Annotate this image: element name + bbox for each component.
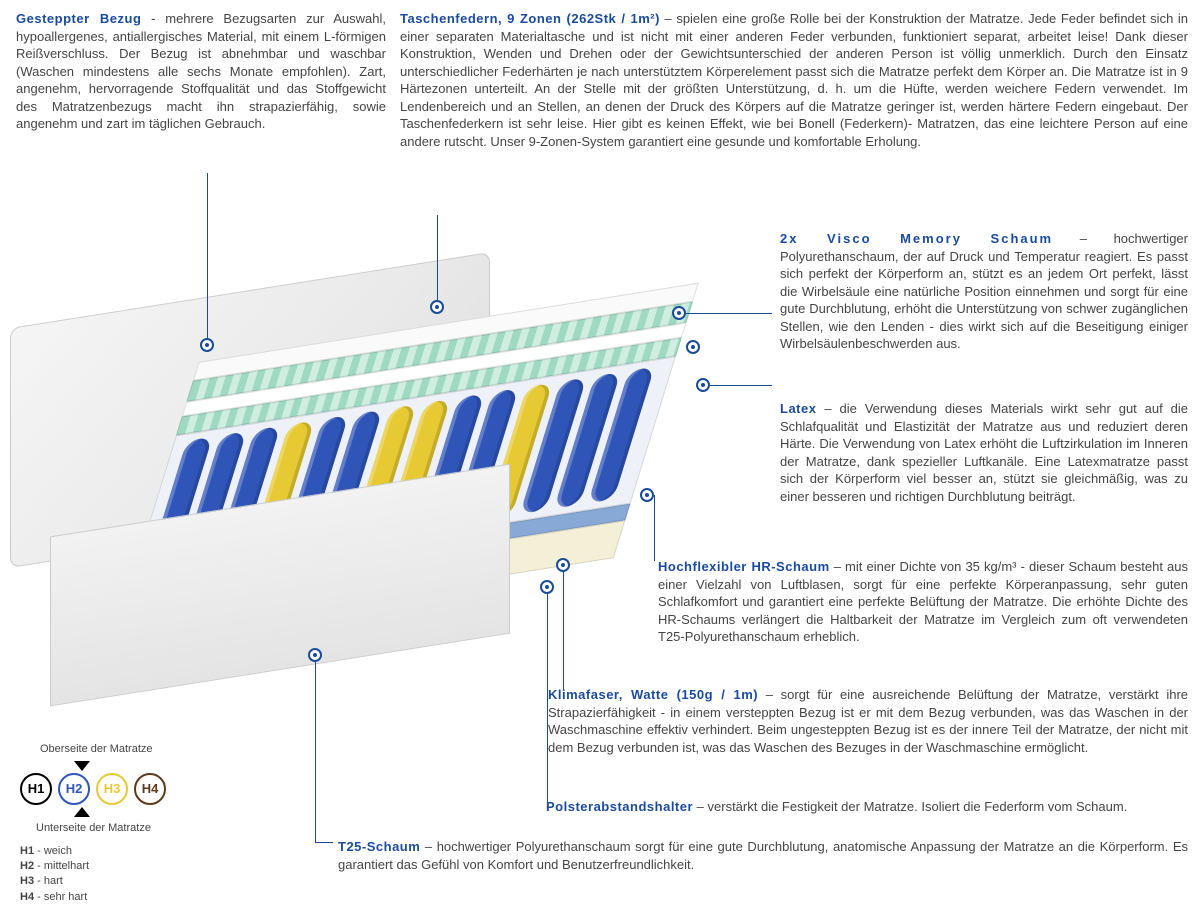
leader-visco-h [686,313,772,314]
leader-polster-v [547,594,548,802]
block-latex: Latex – die Verwendung dieses Materials … [780,400,1188,505]
sep: – [758,687,781,702]
title-federn: Taschenfedern, 9 Zonen (262Stk / 1m²) [400,11,660,26]
leader-bezug-v [207,173,208,338]
marker-visco-b [686,340,700,354]
leader-t25-v [315,662,316,842]
legend-circles: H1H2H3H4 [20,773,172,805]
block-t25: T25-Schaum – hochwertiger Polyurethansch… [338,838,1188,873]
firmness-legend: Oberseite der Matratze H1H2H3H4 Untersei… [20,742,172,905]
legend-key: H4 - sehr hart [20,890,172,905]
block-federn: Taschenfedern, 9 Zonen (262Stk / 1m²) – … [400,10,1188,150]
leader-klima-v [563,572,564,690]
title-latex: Latex [780,401,816,416]
title-bezug: Gesteppter Bezug [16,11,141,26]
leader-latex-h [710,385,772,386]
block-visco: 2x Visco Memory Schaum – hochwertiger Po… [780,230,1188,353]
block-klima: Klimafaser, Watte (150g / 1m) – sorgt fü… [548,686,1188,756]
marker-klima [556,558,570,572]
marker-federn [430,300,444,314]
body-visco: hochwertiger Polyurethanschaum, der auf … [780,231,1188,351]
sep: – [830,559,845,574]
sep: – [693,799,707,814]
legend-key: H2 - mittelhart [20,859,172,874]
block-hr: Hochflexibler HR-Schaum – mit einer Dich… [658,558,1188,646]
sep: – [816,401,839,416]
firmness-circle-h4: H4 [134,773,166,805]
body-bezug: mehrere Bezugsarten zur Auswahl, hypoall… [16,11,386,131]
marker-polster [540,580,554,594]
title-polster: Polsterabstandshalter [546,799,693,814]
sep: – [420,839,436,854]
legend-bottom-label: Unterseite der Matratze [36,821,172,836]
sep: – [1053,231,1113,246]
marker-hr [640,488,654,502]
firmness-circle-h3: H3 [96,773,128,805]
marker-visco-a [672,306,686,320]
title-klima: Klimafaser, Watte (150g / 1m) [548,687,758,702]
leader-federn-v [437,215,438,300]
legend-key: H3 - hart [20,874,172,889]
sep: - [141,11,165,26]
leader-hr-v [654,495,655,561]
body-latex: die Verwendung dieses Materials wirkt se… [780,401,1188,504]
title-visco: 2x Visco Memory Schaum [780,231,1053,246]
firmness-circle-h1: H1 [20,773,52,805]
sep: – [660,11,676,26]
legend-top-label: Oberseite der Matratze [40,742,172,757]
firmness-circle-h2: H2 [58,773,90,805]
marker-latex [696,378,710,392]
marker-bezug [200,338,214,352]
legend-key: H1 - weich [20,844,172,859]
marker-t25 [308,648,322,662]
mattress-illustration [10,290,640,680]
legend-keys: H1 - weichH2 - mittelhartH3 - hartH4 - s… [20,844,172,905]
title-t25: T25-Schaum [338,839,420,854]
body-t25: hochwertiger Polyurethanschaum sorgt für… [338,839,1188,872]
body-polster: verstärkt die Festigkeit der Matratze. I… [708,799,1128,814]
title-hr: Hochflexibler HR-Schaum [658,559,830,574]
block-bezug: Gesteppter Bezug - mehrere Bezugsarten z… [16,10,386,133]
leader-t25-h [315,842,333,843]
block-polster: Polsterabstandshalter – verstärkt die Fe… [546,798,1188,816]
triangle-down-icon [74,761,90,771]
body-federn: spielen eine große Rolle bei der Konstru… [400,11,1188,149]
triangle-up-icon [74,807,90,817]
